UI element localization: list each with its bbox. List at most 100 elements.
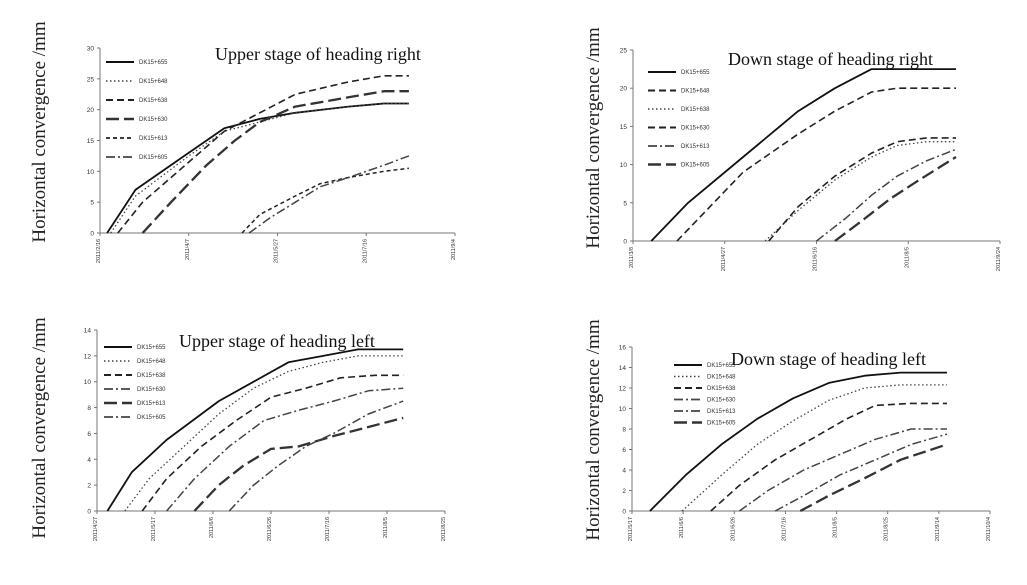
legend-label: DK15+648 bbox=[707, 375, 736, 381]
legend-label: DK15+613 bbox=[137, 401, 166, 407]
legend-label: DK15+638 bbox=[137, 373, 166, 379]
x-tick-label: 2011/2/16 bbox=[96, 239, 102, 263]
legend-label: DK15+605 bbox=[139, 155, 168, 161]
y-tick-label: 20 bbox=[87, 107, 95, 114]
x-tick-label: 2011/9/24 bbox=[996, 247, 1002, 271]
series-line-dk15-648 bbox=[681, 384, 947, 512]
x-tick-label: 2011/7/16 bbox=[362, 239, 368, 263]
series-line-dk15-638 bbox=[764, 141, 956, 242]
y-tick-label: 25 bbox=[87, 76, 95, 83]
legend-label: DK15+638 bbox=[681, 107, 710, 113]
x-tick-label: 2011/7/16 bbox=[781, 517, 787, 541]
legend-label: DK15+630 bbox=[139, 117, 168, 123]
x-tick-label: 2011/4/27 bbox=[721, 247, 727, 271]
y-tick-label: 0 bbox=[87, 509, 91, 516]
legend-label: DK15+605 bbox=[137, 415, 166, 421]
series-line-dk15-648 bbox=[110, 102, 409, 234]
y-tick-label: 12 bbox=[84, 353, 92, 360]
chart-title: Upper stage of heading right bbox=[215, 44, 421, 64]
legend-label: DK15+655 bbox=[707, 363, 736, 369]
y-tick-label: 4 bbox=[622, 468, 626, 475]
x-tick-label: 2011/4/7 bbox=[185, 239, 191, 260]
y-tick-label: 0 bbox=[622, 509, 626, 516]
y-tick-label: 30 bbox=[87, 46, 95, 53]
series-line-dk15-605 bbox=[228, 400, 404, 512]
x-tick-label: 2011/3/8 bbox=[629, 247, 635, 268]
series-line-dk15-630 bbox=[738, 428, 947, 512]
series-line-dk15-605 bbox=[834, 156, 957, 242]
y-tick-label: 10 bbox=[620, 162, 628, 169]
y-tick-label: 5 bbox=[90, 200, 94, 207]
x-tick-label: 2011/8/25 bbox=[884, 517, 890, 541]
series-line-dk15-655 bbox=[106, 348, 404, 512]
y-tick-label: 8 bbox=[87, 405, 91, 412]
chart-svg: 0 5 10 15 20 25 30 2011/2/16 2011/4/7 2011/5/27 20… bbox=[87, 44, 457, 263]
y-tick-label: 10 bbox=[87, 169, 95, 176]
series-line-dk15-630 bbox=[166, 387, 404, 512]
y-tick-label: 15 bbox=[620, 124, 628, 131]
legend-label: DK15+613 bbox=[139, 136, 168, 142]
series-line-dk15-655 bbox=[650, 68, 956, 242]
legend-label: DK15+613 bbox=[707, 409, 736, 415]
y-tick-label: 6 bbox=[622, 447, 626, 454]
chart-title: Down stage of heading left bbox=[731, 349, 926, 369]
series-line-dk15-638 bbox=[117, 75, 409, 234]
series-line-dk15-648 bbox=[676, 87, 956, 242]
chart-svg: 0 5 10 15 20 25 2011/3/8 2011/4/27 2011/6/16 2011… bbox=[620, 48, 1002, 272]
x-tick-label: 2011/9/4 bbox=[451, 239, 457, 260]
series-line-dk15-605 bbox=[799, 443, 948, 513]
x-tick-label: 2011/4/27 bbox=[93, 517, 99, 541]
series-line-dk15-638 bbox=[141, 374, 404, 512]
legend-label: DK15+605 bbox=[707, 421, 736, 427]
legend-label: DK15+655 bbox=[137, 345, 166, 351]
legend-label: DK15+655 bbox=[139, 60, 168, 66]
legend-label: DK15+605 bbox=[681, 163, 710, 169]
y-tick-label: 0 bbox=[623, 239, 627, 246]
x-tick-label: 2011/6/26 bbox=[730, 517, 736, 541]
chart-panel-upper-left: Horizontal convergence /mm 0 2 4 6 8 10 12 14 201… bbox=[0, 295, 470, 585]
series-line-dk15-630 bbox=[141, 90, 409, 234]
x-tick-label: 2011/10/4 bbox=[986, 517, 992, 541]
x-tick-label: 2011/7/16 bbox=[325, 517, 331, 541]
y-tick-label: 6 bbox=[87, 431, 91, 438]
series-line-dk15-648 bbox=[124, 355, 404, 512]
y-tick-label: 20 bbox=[620, 86, 628, 93]
x-tick-label: 2011/8/5 bbox=[833, 517, 839, 538]
y-tick-label: 25 bbox=[620, 48, 628, 55]
legend-label: DK15+648 bbox=[137, 359, 166, 365]
series-line-dk15-630 bbox=[768, 137, 956, 242]
y-tick-label: 2 bbox=[87, 483, 91, 490]
legend-label: DK15+655 bbox=[681, 70, 710, 76]
chart-svg: 0 2 4 6 8 10 12 14 2011/4/27 2011/5/17 2011/6/6 201… bbox=[84, 328, 447, 542]
legend-label: DK15+630 bbox=[137, 387, 166, 393]
y-tick-label: 15 bbox=[87, 138, 95, 145]
y-tick-label: 12 bbox=[619, 386, 627, 393]
series-line-dk15-613 bbox=[816, 148, 957, 242]
y-tick-label: 0 bbox=[90, 231, 94, 238]
chart-title: Upper stage of heading left bbox=[179, 331, 375, 351]
x-tick-label: 2011/8/25 bbox=[441, 517, 447, 541]
x-tick-label: 2011/8/5 bbox=[383, 517, 389, 538]
y-tick-label: 16 bbox=[619, 345, 627, 352]
legend-label: DK15+648 bbox=[139, 79, 168, 85]
y-tick-label: 5 bbox=[623, 200, 627, 207]
y-tick-label: 4 bbox=[87, 457, 91, 464]
x-tick-label: 2011/5/17 bbox=[628, 517, 634, 541]
series-line-dk15-613 bbox=[193, 416, 404, 512]
x-tick-label: 2011/5/17 bbox=[151, 517, 157, 541]
y-tick-label: 14 bbox=[619, 365, 627, 372]
legend-label: DK15+630 bbox=[681, 126, 710, 132]
x-tick-label: 2011/6/26 bbox=[267, 517, 273, 541]
x-tick-label: 2011/6/6 bbox=[209, 517, 215, 538]
y-tick-label: 8 bbox=[622, 427, 626, 434]
chart-panel-down-right: Horizontal convergence /mm 0 5 10 15 20 25 2011… bbox=[560, 0, 1027, 300]
legend-label: DK15+638 bbox=[139, 98, 168, 104]
y-tick-label: 2 bbox=[622, 488, 626, 495]
chart-title: Down stage of heading right bbox=[728, 49, 933, 69]
series-line-dk15-655 bbox=[649, 371, 947, 512]
y-tick-label: 10 bbox=[619, 406, 627, 413]
x-tick-label: 2011/6/16 bbox=[813, 247, 819, 271]
chart-panel-upper-right: Horizontal convergence /mm 0 5 10 15 20 25 30 20… bbox=[0, 0, 470, 300]
x-tick-label: 2011/9/14 bbox=[935, 517, 941, 541]
